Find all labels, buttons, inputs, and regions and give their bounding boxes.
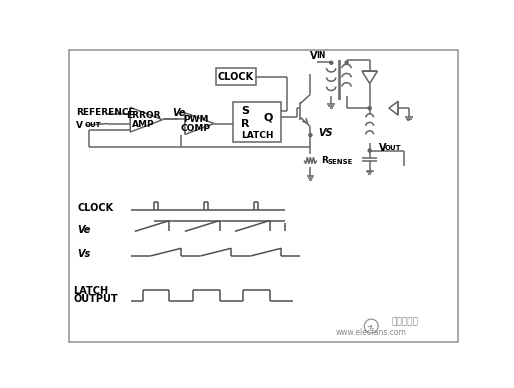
Text: LATCH: LATCH: [241, 131, 273, 140]
Text: 电子发烧友: 电子发烧友: [391, 318, 418, 327]
Text: IN: IN: [317, 51, 326, 60]
Polygon shape: [130, 107, 162, 132]
Circle shape: [368, 107, 371, 110]
Text: PWM: PWM: [183, 115, 208, 124]
Text: REFERENCE: REFERENCE: [76, 107, 135, 116]
Text: OUT: OUT: [385, 145, 402, 151]
Bar: [233, 102, 281, 142]
Circle shape: [309, 133, 312, 137]
Text: Vs: Vs: [77, 249, 90, 260]
Text: LATCH: LATCH: [73, 286, 108, 296]
Text: Ve: Ve: [173, 108, 186, 118]
Text: Ve: Ve: [77, 225, 90, 235]
Polygon shape: [389, 101, 398, 115]
Circle shape: [329, 61, 333, 64]
Text: CLOCK: CLOCK: [77, 203, 113, 213]
Text: ERROR: ERROR: [126, 111, 160, 120]
Text: VS: VS: [318, 128, 333, 138]
Text: Q: Q: [263, 113, 273, 122]
Text: V: V: [310, 51, 318, 61]
Circle shape: [345, 61, 348, 64]
Text: V: V: [379, 143, 387, 153]
Circle shape: [368, 149, 371, 152]
Bar: [216, 68, 256, 85]
Text: V: V: [76, 121, 83, 130]
Text: R: R: [241, 119, 250, 128]
Text: AMP: AMP: [132, 120, 155, 129]
Text: COMP: COMP: [180, 124, 211, 133]
Text: S: S: [241, 106, 249, 116]
Text: OUT: OUT: [85, 122, 101, 128]
Text: R: R: [321, 156, 328, 165]
Polygon shape: [185, 113, 214, 134]
Text: CLOCK: CLOCK: [217, 72, 254, 81]
Text: www.elecfans.com: www.elecfans.com: [336, 328, 407, 337]
Text: SENSE: SENSE: [327, 159, 353, 165]
Polygon shape: [362, 71, 377, 83]
Text: OUTPUT: OUTPUT: [73, 294, 118, 304]
